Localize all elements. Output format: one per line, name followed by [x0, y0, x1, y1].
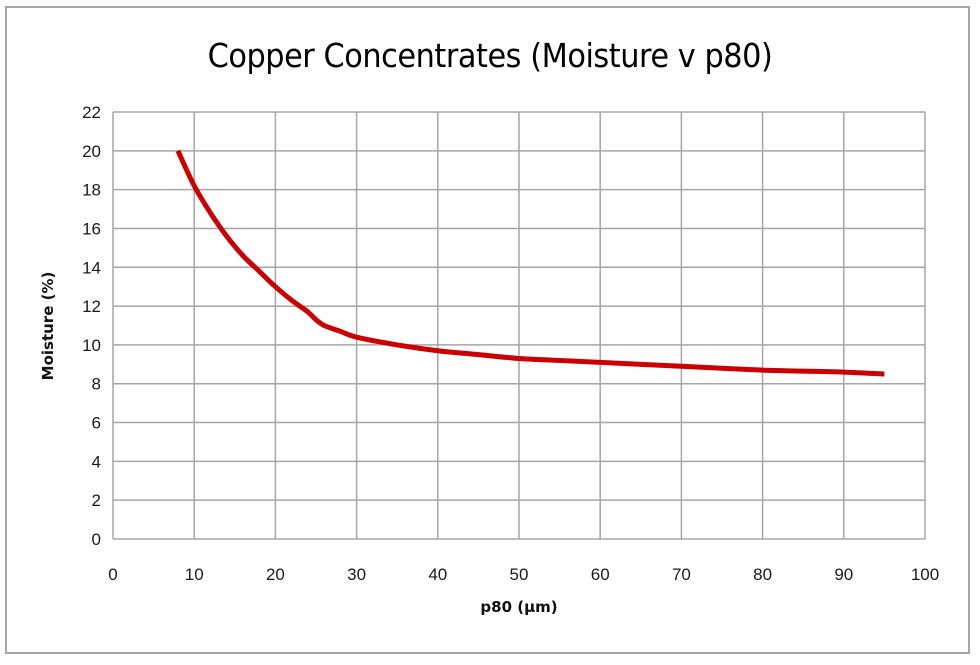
y-tick-label: 10: [82, 336, 101, 355]
y-axis-label: Moisture (%): [39, 272, 57, 381]
y-tick-label: 4: [92, 452, 101, 471]
y-tick-label: 12: [82, 297, 101, 316]
y-tick-label: 0: [92, 530, 101, 549]
chart-title: Copper Concentrates (Moisture v p80): [207, 36, 773, 75]
x-tick-label: 70: [672, 565, 691, 584]
gridlines: [112, 111, 926, 540]
x-tick-label: 40: [428, 565, 447, 584]
y-tick-label: 20: [82, 142, 101, 161]
x-tick-label: 20: [266, 565, 285, 584]
x-tick-label: 0: [108, 565, 117, 584]
chart-frame: [5, 6, 970, 654]
y-tick-label: 6: [92, 414, 101, 433]
y-axis-ticks: 0 2 4 6 8 10 12 14 16 18 20 22: [82, 103, 101, 549]
x-axis-ticks: 0 10 20 30 40 50 60 70 80 90 100: [108, 565, 939, 584]
y-tick-label: 22: [82, 103, 101, 122]
x-tick-label: 80: [753, 565, 772, 584]
y-tick-label: 8: [92, 375, 101, 394]
y-tick-label: 2: [92, 491, 101, 510]
y-tick-label: 18: [82, 181, 101, 200]
y-tick-label: 14: [82, 258, 101, 277]
x-tick-label: 100: [911, 565, 939, 584]
x-tick-label: 30: [347, 565, 366, 584]
x-tick-label: 90: [834, 565, 853, 584]
x-tick-label: 50: [510, 565, 529, 584]
x-axis-label: p80 (µm): [480, 598, 557, 616]
y-tick-label: 16: [82, 219, 101, 238]
moisture-curve: [175, 149, 885, 377]
x-tick-label: 60: [591, 565, 610, 584]
x-tick-label: 10: [185, 565, 204, 584]
